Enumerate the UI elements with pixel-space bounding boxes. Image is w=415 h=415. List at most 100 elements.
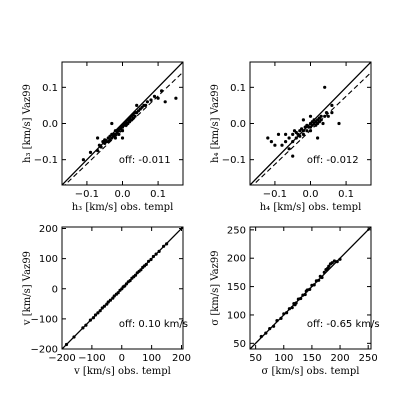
sigma-point-23 <box>320 275 324 280</box>
h4-point-50 <box>273 143 277 147</box>
h4-xtick-label-1: 0.0 <box>303 189 319 200</box>
v-point-22 <box>124 282 129 286</box>
v-point-6 <box>93 313 98 317</box>
h4-point-5 <box>284 132 288 136</box>
sigma-point-27 <box>327 264 331 268</box>
v-point-2 <box>81 326 85 330</box>
sigma-point-13 <box>299 296 303 301</box>
h3-point-61 <box>96 136 100 140</box>
v-point-15 <box>112 294 116 298</box>
sigma-point-8 <box>287 307 291 311</box>
h3-point-44 <box>133 114 137 118</box>
h4-point-3 <box>280 143 284 147</box>
h4-point-25 <box>308 129 313 133</box>
sigma-ytick-label-3: 200 <box>227 254 246 265</box>
h4-panel: −0.1 0.0 0.1 −0.1 0.0 0.1 h₄ [km/s] obs. templ… <box>210 61 372 213</box>
v-axes-frame <box>61 226 184 350</box>
sigma-point-1 <box>264 331 268 335</box>
h3-xtick-label-1: 0.0 <box>115 189 131 200</box>
h4-point-9 <box>291 132 295 136</box>
sigma-point-17 <box>308 287 312 291</box>
sigma-ylabel: σ [km/s] Vaz99 <box>210 250 221 325</box>
h4-point-42 <box>330 111 334 115</box>
h3-ytick-label-2: 0.1 <box>42 83 58 94</box>
sigma-point-29 <box>330 261 334 265</box>
sigma-point-21 <box>317 278 321 282</box>
v-point-13 <box>108 298 112 302</box>
v-plot-area <box>62 227 183 349</box>
h3-xlabel: h₃ [km/s] obs. templ <box>72 202 174 213</box>
h4-point-49 <box>337 121 341 126</box>
h4-point-6 <box>287 147 291 151</box>
sigma-point-31 <box>335 260 339 264</box>
h4-point-36 <box>319 118 323 122</box>
h3-point-2 <box>96 149 100 153</box>
sigma-point-24 <box>322 270 326 274</box>
h4-ytick-label-1: 0.0 <box>230 119 246 130</box>
v-point-30 <box>139 268 143 272</box>
sigma-xtick-label-4: 250 <box>359 353 378 364</box>
sigma-xlabel: σ [km/s] obs. templ <box>262 366 360 377</box>
v-ylabel: v [km/s] Vaz99 <box>22 251 33 326</box>
h3-point-24 <box>117 132 121 136</box>
sigma-axes-frame <box>249 226 372 350</box>
sigma-ytick-label-0: 50 <box>233 339 246 350</box>
v-ytick-label-2: 0 <box>52 284 58 295</box>
h4-plot-area <box>250 62 371 185</box>
h3-point-19 <box>113 136 117 140</box>
h3-ylabel: h₃ [km/s] Vaz99 <box>22 84 33 163</box>
v-point-1 <box>72 335 76 339</box>
sigma-point-2 <box>268 327 272 331</box>
h4-point-43 <box>316 136 320 140</box>
h4-point-4 <box>284 140 288 144</box>
v-xtick-label-1: −100 <box>78 353 105 364</box>
h4-offset-annotation: off: -0.012 <box>307 155 359 166</box>
h3-point-4 <box>99 145 103 149</box>
h4-point-37 <box>319 114 323 118</box>
sigma-point-4 <box>275 319 279 323</box>
h3-point-57 <box>174 96 178 100</box>
v-point-4 <box>88 318 92 322</box>
h4-ytick-label-2: 0.1 <box>230 83 246 94</box>
h4-ytick-label-0: −0.1 <box>222 155 246 166</box>
v-point-39 <box>162 244 166 248</box>
h4-point-20 <box>305 129 309 133</box>
sigma-offset-annotation: off: -0.65 km/s <box>307 319 380 330</box>
v-offset-annotation: off: 0.10 km/s <box>119 319 188 330</box>
v-point-12 <box>106 300 110 304</box>
v-point-17 <box>116 291 120 295</box>
h3-identity-line <box>62 62 183 185</box>
sigma-point-3 <box>272 324 276 328</box>
h3-point-0 <box>81 158 85 162</box>
h3-point-1 <box>88 150 93 154</box>
h4-point-46 <box>323 85 327 89</box>
v-point-37 <box>154 252 158 256</box>
h3-xtick-label-2: 0.1 <box>150 189 166 200</box>
sigma-point-30 <box>332 259 336 263</box>
h4-xtick-label-2: 0.1 <box>338 189 354 200</box>
sigma-ytick-label-2: 150 <box>227 282 246 293</box>
v-xtick-label-2: 0 <box>119 353 125 364</box>
h4-point-39 <box>323 114 327 118</box>
v-xlabel: v [km/s] obs. templ <box>73 366 171 377</box>
v-point-38 <box>157 249 161 253</box>
sigma-point-6 <box>282 312 286 316</box>
h4-point-11 <box>294 136 298 140</box>
h3-panel: −0.1 0.0 0.1 −0.1 0.0 0.1 h₃ [km/s] obs. templ… <box>22 61 184 213</box>
v-xtick-label-0: −200 <box>48 353 75 364</box>
v-ytick-label-4: 200 <box>39 224 58 235</box>
v-point-24 <box>128 279 132 283</box>
h3-offset-annotation: off: -0.011 <box>119 155 171 166</box>
v-point-40 <box>165 242 169 246</box>
h3-ytick-label-0: −0.1 <box>34 155 58 166</box>
h4-point-18 <box>301 132 305 136</box>
sigma-identity-line <box>250 227 371 349</box>
h3-point-52 <box>145 100 149 104</box>
v-point-33 <box>144 262 148 266</box>
sigma-point-33 <box>304 289 308 293</box>
sigma-xtick-label-3: 200 <box>330 353 349 364</box>
v-ytick-label-3: 100 <box>39 254 58 265</box>
h4-point-7 <box>287 136 291 140</box>
